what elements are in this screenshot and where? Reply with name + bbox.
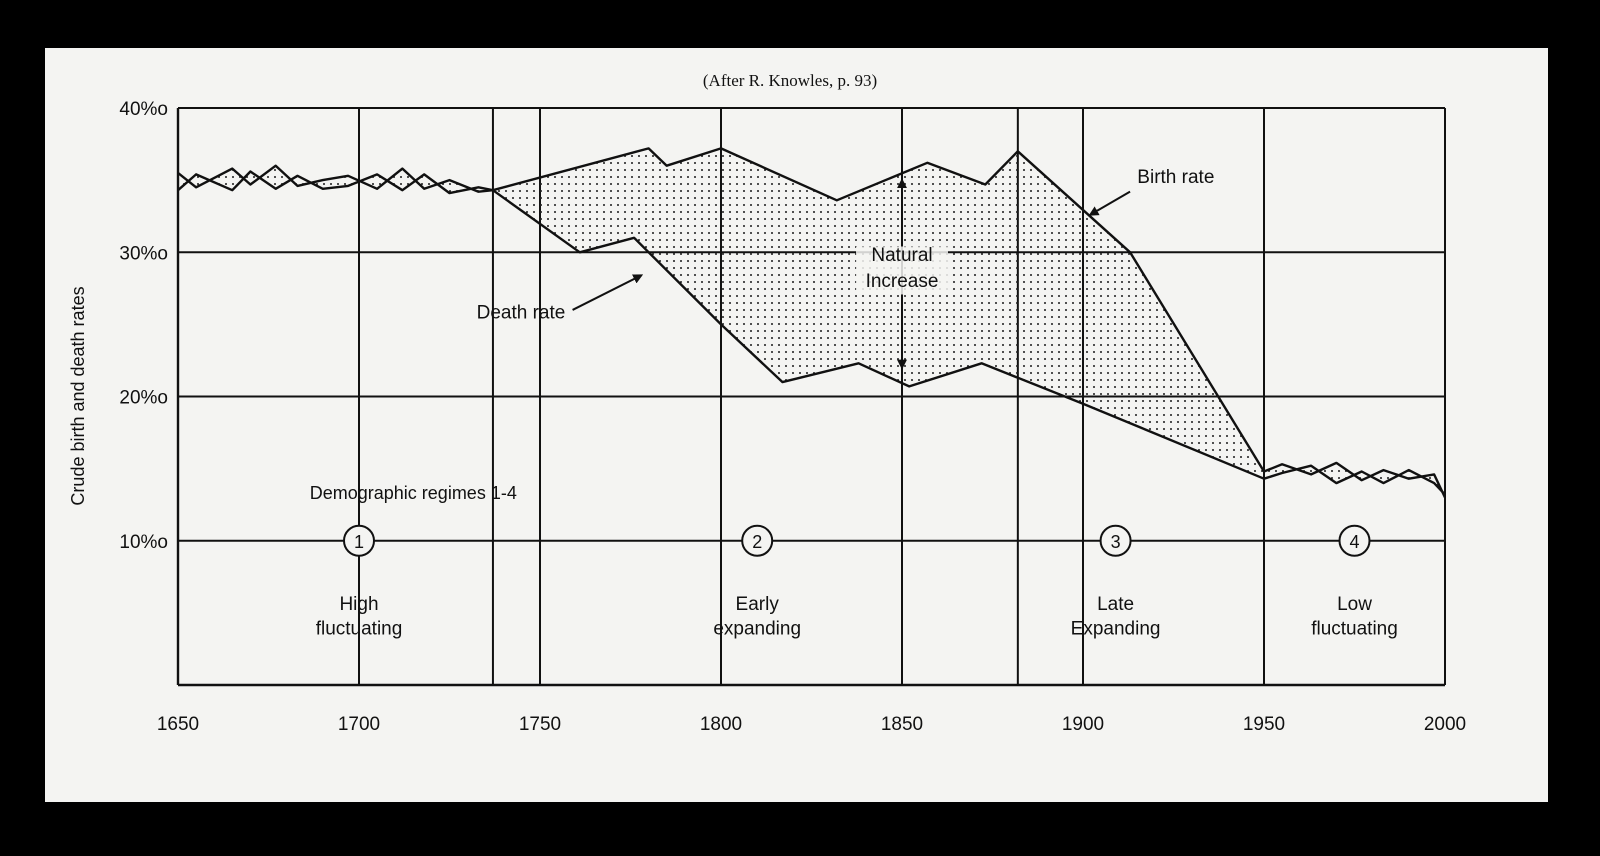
natural-increase-fill: [178, 148, 1445, 498]
birth-rate-line: [177, 147, 1447, 499]
regime-3-number: 3: [1111, 532, 1121, 552]
y-axis-label: Crude birth and death rates: [68, 286, 88, 505]
figure-caption: (After R. Knowles, p. 93): [703, 71, 877, 90]
regime-2-number: 2: [752, 532, 762, 552]
regime-1-label-line1: High: [339, 594, 378, 615]
regime-2-label-line1: Early: [736, 594, 780, 615]
regime-4-label-line1: Low: [1337, 594, 1372, 615]
x-tick-label: 1800: [700, 714, 742, 735]
natural-increase-label-line1: Natural: [871, 245, 932, 266]
death-rate-annotation: Death rate: [477, 303, 566, 324]
regime-3-marker: [1099, 524, 1132, 557]
natural-increase-area: [178, 148, 1445, 498]
x-tick-label: 1700: [338, 714, 380, 735]
birth-rate-arrow: [1088, 190, 1131, 216]
birth-rate-annotation: Birth rate: [1137, 167, 1214, 188]
x-tick-label: 1850: [881, 714, 923, 735]
regime-1-marker: [343, 524, 375, 557]
x-tick-label: 1900: [1062, 714, 1104, 735]
natural-increase-label-line2: Increase: [866, 271, 939, 292]
y-tick-label: 10%o: [119, 532, 168, 553]
figure-panel: [45, 48, 1548, 802]
regime-2-marker: [741, 524, 774, 557]
y-tick-label: 40%o: [119, 99, 168, 120]
chart-labels: Demographic regimes 1-4 1 High fluctuating 2…: [310, 167, 1398, 640]
regime-4-marker: [1338, 524, 1371, 557]
regime-3-label-line1: Late: [1097, 594, 1134, 615]
regime-1-number: 1: [354, 532, 364, 552]
x-tick-label: 1750: [519, 714, 561, 735]
regime-3-label-line2: Expanding: [1071, 619, 1161, 640]
death-rate-line: [177, 170, 1446, 496]
regime-1-label-line2: fluctuating: [316, 619, 403, 640]
regime-4-number: 4: [1349, 532, 1359, 552]
axes: 10%o 20%o 30%o 40%o 1650 1700 1750 1800 1850 1900…: [119, 99, 1466, 735]
y-tick-label: 20%o: [119, 388, 168, 409]
death-rate-arrow: [572, 274, 644, 311]
regime-4-label-line2: fluctuating: [1311, 619, 1398, 640]
natural-increase-label-bg: [856, 246, 948, 295]
y-tick-label: 30%o: [119, 243, 168, 264]
x-tick-label: 2000: [1424, 714, 1466, 735]
regime-2-label-line2: expanding: [713, 619, 801, 640]
x-tick-label: 1650: [157, 714, 199, 735]
x-tick-label: 1950: [1243, 714, 1285, 735]
regimes-label: Demographic regimes 1-4: [310, 483, 517, 503]
